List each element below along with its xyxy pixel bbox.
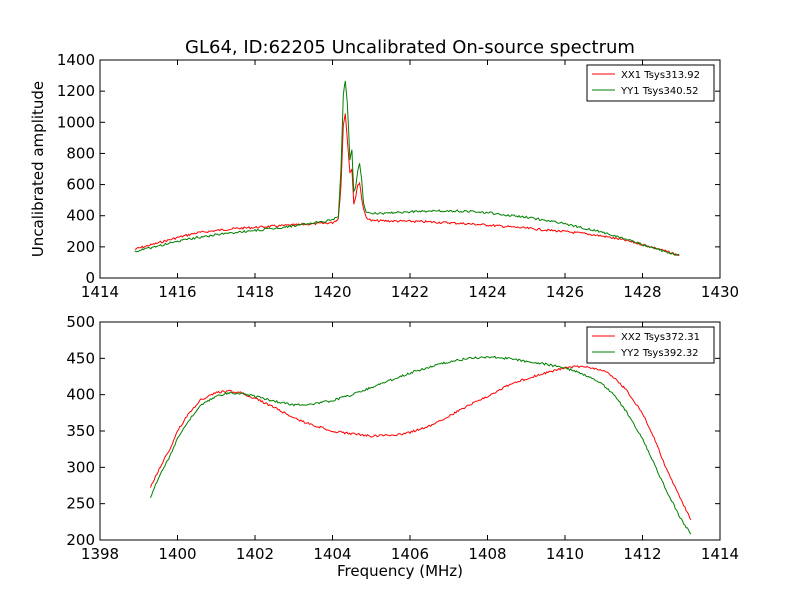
x-tick-label: 1430 <box>701 283 739 301</box>
y-tick-label: 450 <box>66 349 95 367</box>
chart-title: GL64, ID:62205 Uncalibrated On-source sp… <box>185 37 635 58</box>
x-tick-label: 1406 <box>391 545 429 563</box>
y-tick-label: 800 <box>66 144 95 162</box>
x-tick-label: 1402 <box>236 545 274 563</box>
x-tick-label: 1422 <box>391 283 429 301</box>
legend-entry: YY1 Tsys340.52 <box>620 86 699 97</box>
y-tick-label: 0 <box>85 269 95 287</box>
y-tick-label: 400 <box>66 386 95 404</box>
y-tick-label: 200 <box>66 238 95 256</box>
x-tick-label: 1414 <box>81 283 119 301</box>
legend-box <box>586 326 715 364</box>
legend-entry: XX1 Tsys313.92 <box>621 70 700 81</box>
legend-box <box>586 64 715 102</box>
x-tick-label: 1426 <box>546 283 584 301</box>
legend: XX1 Tsys313.92 YY1 Tsys340.52 <box>586 64 715 102</box>
x-tick-label: 1416 <box>158 283 196 301</box>
x-axis-title: Frequency (MHz) <box>337 562 463 580</box>
y-tick-label: 1000 <box>57 113 95 131</box>
legend: XX2 Tsys372.31 YY2 Tsys392.32 <box>586 326 715 364</box>
y-tick-label: 500 <box>66 313 95 331</box>
x-tick-label: 1398 <box>81 545 119 563</box>
y-tick-label: 300 <box>66 458 95 476</box>
y-tick-label: 1400 <box>57 51 95 69</box>
y-tick-label: 400 <box>66 207 95 225</box>
x-tick-label: 1410 <box>546 545 584 563</box>
y-axis-title: Uncalibrated amplitude <box>29 81 47 257</box>
x-tick-label: 1424 <box>468 283 506 301</box>
x-tick-label: 1420 <box>313 283 351 301</box>
legend-entry: XX2 Tsys372.31 <box>621 332 700 343</box>
x-tick-label: 1414 <box>701 545 739 563</box>
series-line-yy1 <box>134 80 680 256</box>
bottom-spectrum-panel: 1398 1400 1402 1404 1406 1408 1410 1412 1414 200 2… <box>66 313 739 580</box>
x-tick-label: 1400 <box>158 545 196 563</box>
top-spectrum-panel: 1414 1416 1418 1420 1422 1424 1426 1428 1430 0 200… <box>29 51 739 301</box>
y-tick-label: 1200 <box>57 82 95 100</box>
y-tick-label: 200 <box>66 531 95 549</box>
y-tick-label: 250 <box>66 495 95 513</box>
series-line-xx1 <box>134 113 680 256</box>
series-line-yy2 <box>149 355 692 535</box>
x-tick-label: 1404 <box>313 545 351 563</box>
x-tick-label: 1428 <box>623 283 661 301</box>
y-tick-label: 600 <box>66 176 95 194</box>
x-tick-label: 1418 <box>236 283 274 301</box>
legend-entry: YY2 Tsys392.32 <box>620 348 699 359</box>
x-tick-label: 1408 <box>468 545 506 563</box>
x-tick-label: 1412 <box>623 545 661 563</box>
series-line-xx2 <box>149 365 692 520</box>
y-tick-label: 350 <box>66 422 95 440</box>
